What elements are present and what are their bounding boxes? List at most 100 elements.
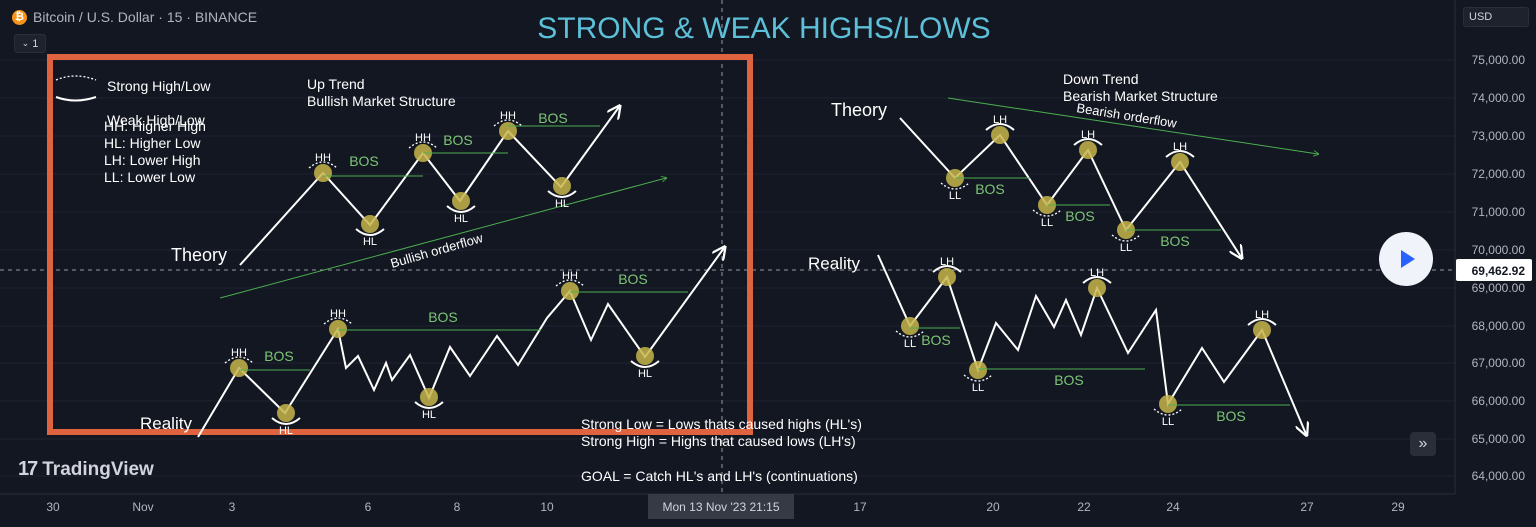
up-reality-hh-3-dot — [561, 282, 579, 300]
y-tick-label: 67,000.00 — [1472, 356, 1526, 370]
up-trend-subheading: Bullish Market Structure — [307, 93, 456, 109]
down-trend-subheading: Bearish Market Structure — [1063, 88, 1218, 104]
y-tick-label: 75,000.00 — [1472, 53, 1526, 67]
down-reality-ll-3-weak-arc — [1153, 408, 1183, 416]
up-reality-label: Reality — [140, 414, 192, 433]
x-tick-label: 22 — [1077, 500, 1091, 514]
down-reality-lh-3-label: LH — [1255, 309, 1269, 321]
down-theory-bos-3-label: BOS — [1160, 233, 1190, 249]
tradingview-mark: 17 — [18, 458, 38, 480]
legend-strong-swatch — [55, 75, 97, 81]
y-tick-label: 73,000.00 — [1472, 129, 1526, 143]
down-theory-ll-3-label: LL — [1120, 242, 1132, 254]
up-reality-hh-3-label: HH — [562, 270, 578, 282]
down-theory-lh-3-dot — [1171, 153, 1189, 171]
version-toggle[interactable]: ⌄ 1 — [14, 34, 46, 53]
note-goal: GOAL = Catch HL's and LH's (continuation… — [581, 468, 858, 484]
down-theory-label: Theory — [831, 100, 887, 120]
down-orderflow-label: Bearish orderflow — [1076, 100, 1179, 131]
down-theory-ll-2-weak-arc — [1032, 209, 1062, 217]
down-reality-lh-2-strong-arc — [1082, 276, 1112, 284]
up-theory-hl-2-dot — [452, 192, 470, 210]
crosshair-price-label: 69,462.92 — [1472, 264, 1526, 278]
up-reality-hh-3-weak-arc — [555, 279, 585, 287]
up-reality-bos-3-label: BOS — [618, 271, 648, 287]
up-reality-hl-2-label: HL — [422, 409, 436, 421]
scroll-to-realtime-button[interactable]: » — [1410, 432, 1436, 456]
up-theory-label: Theory — [171, 245, 227, 265]
up-theory-hh-1-label: HH — [315, 152, 331, 164]
down-reality-bos-3-label: BOS — [1216, 408, 1246, 424]
up-reality-hl-2-strong-arc — [414, 401, 444, 409]
down-theory-ll-1-label: LL — [949, 190, 961, 202]
crosshair-time-label: Mon 13 Nov '23 21:15 — [662, 500, 779, 514]
y-tick-label: 68,000.00 — [1472, 319, 1526, 333]
x-tick-label: 17 — [853, 500, 867, 514]
currency-label: USD — [1469, 11, 1493, 23]
up-reality-hh-1-weak-arc — [224, 356, 254, 364]
up-reality-hl-3-dot — [636, 347, 654, 365]
play-icon — [1401, 250, 1415, 268]
down-reality-bos-1-label: BOS — [921, 332, 951, 348]
down-theory-ll-1-weak-arc — [940, 182, 970, 190]
definition-line: HL: Higher Low — [104, 135, 201, 151]
x-tick-label: 29 — [1391, 500, 1405, 514]
up-orderflow-arrow — [219, 178, 666, 299]
version-label: 1 — [32, 37, 39, 50]
up-theory-hl-3-strong-arc — [547, 190, 577, 198]
down-reality-lh-1-strong-arc — [932, 265, 962, 273]
note-strong-low: Strong Low = Lows thats caused highs (HL… — [581, 416, 862, 432]
x-tick-label: 27 — [1300, 500, 1314, 514]
up-theory-hh-1-dot — [314, 164, 332, 182]
up-reality-hh-1-label: HH — [231, 347, 247, 359]
up-theory-path — [239, 107, 619, 266]
x-tick-label: 3 — [229, 500, 236, 514]
down-reality-ll-1-weak-arc — [895, 330, 925, 338]
currency-selector[interactable]: USD — [1463, 7, 1529, 27]
y-tick-label: 66,000.00 — [1472, 394, 1526, 408]
y-tick-label: 71,000.00 — [1472, 205, 1526, 219]
down-theory-lh-1-strong-arc — [985, 123, 1015, 131]
up-reality-hh-2-label: HH — [330, 308, 346, 320]
double-chevron-right-icon: » — [1418, 435, 1428, 452]
y-tick-label: 74,000.00 — [1472, 91, 1526, 105]
x-tick-label: 30 — [46, 500, 60, 514]
down-orderflow-arrow — [947, 97, 1318, 154]
down-theory-bos-1-label: BOS — [975, 181, 1005, 197]
up-reality-hl-3-strong-arc — [630, 360, 660, 368]
down-theory-ll-3-weak-arc — [1111, 234, 1141, 242]
up-theory-hh-1-weak-arc — [308, 161, 338, 169]
up-reality-hl-2-dot — [420, 388, 438, 406]
down-reality-ll-1-label: LL — [904, 338, 916, 350]
up-reality-hh-1-dot — [230, 359, 248, 377]
up-reality-bos-1-label: BOS — [264, 348, 294, 364]
down-reality-ll-2-label: LL — [972, 382, 984, 394]
down-reality-ll-3-label: LL — [1162, 416, 1174, 428]
up-theory-bos-1-label: BOS — [349, 153, 379, 169]
definition-line: LL: Lower Low — [104, 169, 196, 185]
symbol-header[interactable]: ₿ Bitcoin / U.S. Dollar · 15 · BINANCE — [12, 8, 257, 26]
down-reality-lh-3-strong-arc — [1247, 318, 1277, 326]
down-reality-lh-1-label: LH — [940, 256, 954, 268]
up-theory-hl-1-label: HL — [363, 236, 377, 248]
y-tick-label: 70,000.00 — [1472, 243, 1526, 257]
symbol-title: Bitcoin / U.S. Dollar · 15 · BINANCE — [33, 9, 258, 25]
down-reality-lh-2-dot — [1088, 279, 1106, 297]
up-reality-hh-2-dot — [329, 320, 347, 338]
down-theory-lh-3-strong-arc — [1165, 150, 1195, 158]
definition-line: HH: Higher High — [104, 118, 206, 134]
up-theory-hl-3-dot — [553, 177, 571, 195]
crosshair-time-box — [648, 494, 794, 519]
replay-play-button[interactable] — [1379, 232, 1433, 286]
up-theory-bos-2-label: BOS — [443, 132, 473, 148]
down-theory-lh-2-dot — [1079, 141, 1097, 159]
x-tick-label: 6 — [365, 500, 372, 514]
down-theory-lh-1-dot — [991, 126, 1009, 144]
x-tick-label: 10 — [540, 500, 554, 514]
legend-strong-label: Strong High/Low — [107, 78, 211, 94]
x-tick-label: 24 — [1166, 500, 1180, 514]
tradingview-logo: 17 TradingView — [18, 458, 154, 481]
crosshair-price-box — [1456, 259, 1532, 281]
up-theory-hl-1-strong-arc — [355, 228, 385, 236]
